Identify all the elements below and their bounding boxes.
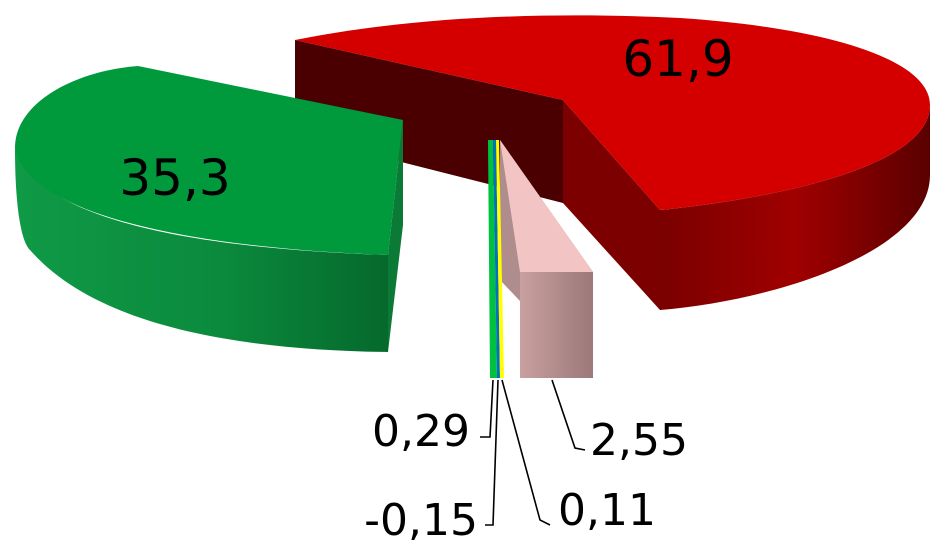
slice-neg-0-15 xyxy=(493,140,500,378)
slice-61-9-top xyxy=(295,15,930,210)
slice-label-0-29: 0,29 xyxy=(372,406,470,457)
leader-2-55 xyxy=(551,379,586,451)
slice-neg-0-15-face xyxy=(493,140,500,378)
slice-0-29-face xyxy=(488,140,497,378)
slice-label-neg-0-15: -0,15 xyxy=(364,495,478,545)
slice-61-9-cut-side xyxy=(563,100,660,310)
slice-35-3-top xyxy=(15,66,403,255)
slice-label-61-9: 61,9 xyxy=(622,30,733,88)
slice-2-55-top xyxy=(500,140,593,272)
slice-61-9: 61,9 xyxy=(295,15,930,310)
slice-label-0-11: 0,11 xyxy=(558,485,656,536)
slice-35-3-cut-side xyxy=(388,120,403,352)
leader-0-29 xyxy=(480,379,494,438)
slice-2-55 xyxy=(500,140,593,378)
slice-label-2-55: 2,55 xyxy=(590,415,688,466)
slice-0-11-face xyxy=(496,140,504,378)
slice-label-35-3: 35,3 xyxy=(119,149,230,207)
slice-35-3-outer-side xyxy=(15,148,388,352)
slice-0-11 xyxy=(496,140,504,378)
slice-61-9-outer-side xyxy=(660,105,930,310)
slice-0-29 xyxy=(488,140,497,378)
slice-35-3: 35,3 xyxy=(15,66,403,352)
slice-2-55-outer-side xyxy=(520,272,593,378)
leader-neg-0-15 xyxy=(485,379,499,526)
leader-0-11 xyxy=(501,379,551,526)
